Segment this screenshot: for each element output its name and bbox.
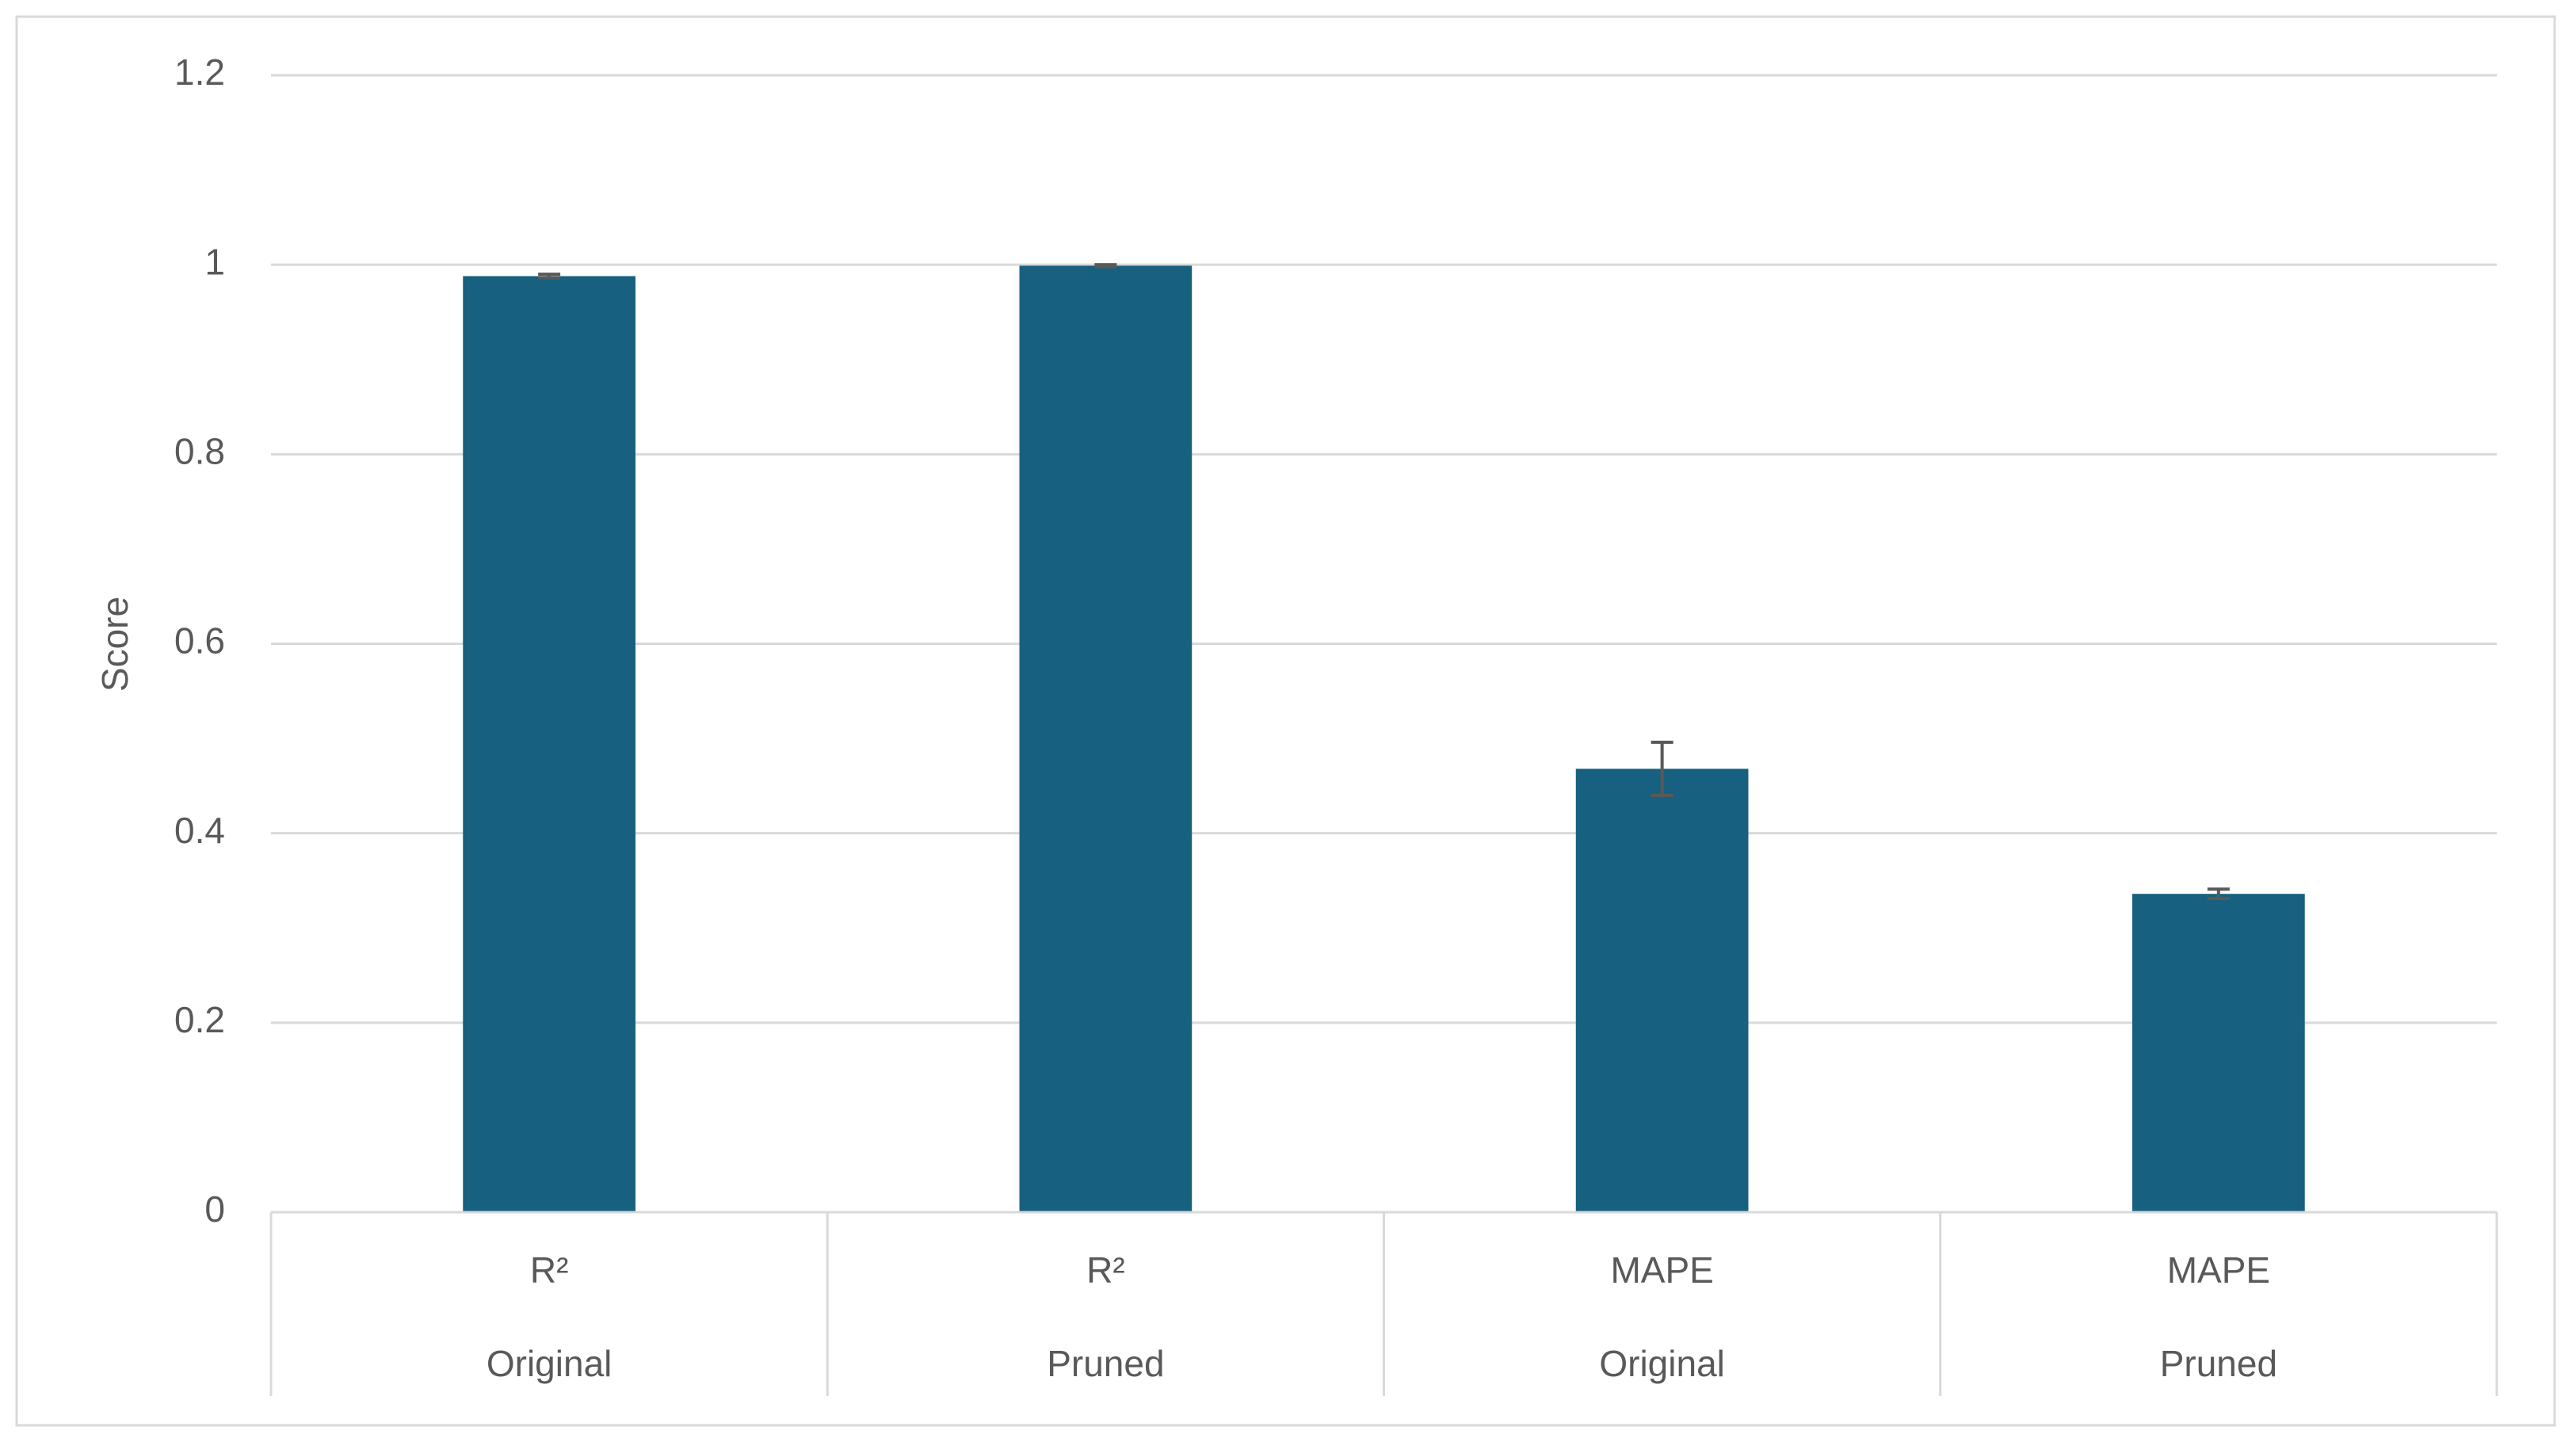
- bar: [1019, 265, 1193, 1212]
- x-group-label: Pruned: [2160, 1343, 2277, 1384]
- x-group-label: Original: [1599, 1343, 1725, 1384]
- y-tick-label: 0.6: [174, 620, 225, 662]
- x-tick-label: R²: [1086, 1249, 1125, 1291]
- x-tick-label: MAPE: [2167, 1249, 2270, 1291]
- error-bar: [538, 273, 561, 280]
- y-tick-label: 0: [204, 1188, 225, 1230]
- y-tick-label: 0.2: [174, 999, 225, 1040]
- x-tick-label: R²: [530, 1249, 569, 1291]
- x-tick-label: MAPE: [1610, 1249, 1713, 1291]
- x-group-label: Pruned: [1047, 1343, 1164, 1384]
- error-bar: [1651, 740, 1673, 797]
- y-tick-label: 1: [204, 241, 225, 282]
- y-tick-label: 0.4: [174, 810, 225, 851]
- x-group-label: Original: [487, 1343, 613, 1384]
- y-tick-label: 1.2: [174, 51, 225, 93]
- chart-frame: [15, 15, 2556, 1427]
- error-bar: [1094, 263, 1117, 269]
- y-tick-label: 0.8: [174, 430, 225, 471]
- error-bar: [2207, 887, 2230, 901]
- bar: [2132, 894, 2305, 1212]
- y-axis-label: Score: [94, 597, 135, 692]
- bar: [463, 276, 635, 1213]
- bar: [1575, 769, 1749, 1212]
